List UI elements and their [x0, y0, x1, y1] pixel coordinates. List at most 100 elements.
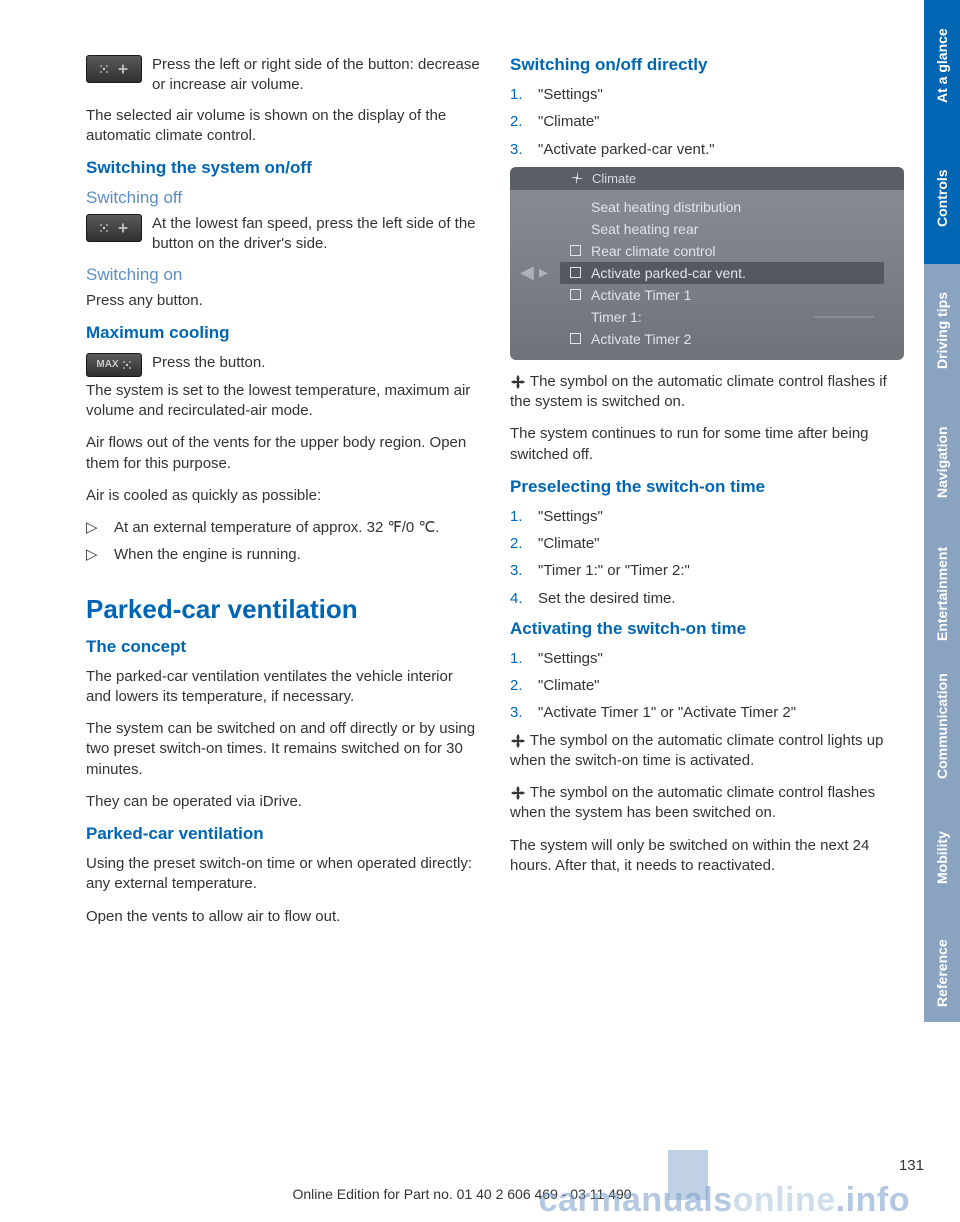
idrive-line: Rear climate control — [560, 240, 884, 262]
step-number: 1. — [510, 507, 538, 527]
tab-mobility[interactable]: Mobility — [924, 792, 960, 924]
fan-display-text: The selected air volume is shown on the … — [86, 106, 480, 147]
watermark: carmanualsonline.info — [539, 1181, 910, 1220]
tab-entertainment[interactable]: Entertainment — [924, 528, 960, 660]
checkbox-icon — [570, 289, 581, 300]
fan-button-icon — [86, 55, 142, 83]
fan-button-text: Press the left or right side of the butt… — [152, 55, 480, 96]
max-cooling-row: MAX Press the button. — [86, 353, 480, 377]
parked-vent-p2: Open the vents to allow air to flow out. — [86, 907, 480, 927]
switching-direct-heading: Switching on/off directly — [510, 55, 904, 75]
idrive-line: Activate Timer 1 — [560, 284, 884, 306]
climate-icon — [570, 171, 584, 185]
step-text: "Activate parked-car vent." — [538, 140, 715, 160]
idrive-screen: Climate Seat heating distribution Seat h… — [510, 167, 904, 360]
activating-heading: Activating the switch-on time — [510, 619, 904, 639]
numbered-step: 1. "Settings" — [510, 85, 904, 105]
concept-heading: The concept — [86, 637, 480, 657]
bullet-item: ▷ At an external temperature of approx. … — [86, 518, 480, 538]
side-tabs: At a glance Controls Driving tips Naviga… — [924, 0, 960, 1222]
max-cooling-p2: The system is set to the lowest temperat… — [86, 381, 480, 422]
numbered-step: 1. "Settings" — [510, 649, 904, 669]
numbered-step: 3. "Activate parked-car vent." — [510, 140, 904, 160]
switching-off-heading: Switching off — [86, 188, 480, 208]
symbol-flash-text: The symbol on the automatic climate cont… — [510, 372, 904, 413]
preselect-heading: Preselecting the switch-on time — [510, 477, 904, 497]
step-text: "Climate" — [538, 676, 600, 696]
tab-controls[interactable]: Controls — [924, 132, 960, 264]
tab-reference[interactable]: Reference — [924, 924, 960, 1022]
tab-at-a-glance[interactable]: At a glance — [924, 0, 960, 132]
step-number: 3. — [510, 561, 538, 581]
step-text: "Climate" — [538, 534, 600, 554]
symbol-flash2-text: The symbol on the automatic climate cont… — [510, 783, 904, 824]
step-number: 2. — [510, 676, 538, 696]
numbered-step: 2. "Climate" — [510, 534, 904, 554]
switching-on-text: Press any button. — [86, 291, 480, 311]
left-column: Press the left or right side of the butt… — [86, 55, 480, 1222]
step-number: 1. — [510, 649, 538, 669]
concept-p1: The parked-car ventilation ventilates th… — [86, 667, 480, 708]
step-text: "Climate" — [538, 112, 600, 132]
idrive-line: Seat heating distribution — [560, 196, 884, 218]
step-text: "Settings" — [538, 85, 603, 105]
switching-on-heading: Switching on — [86, 265, 480, 285]
idrive-header-text: Climate — [592, 171, 636, 186]
numbered-step: 3. "Activate Timer 1" or "Activate Timer… — [510, 703, 904, 723]
idrive-header: Climate — [510, 167, 904, 190]
step-number: 2. — [510, 112, 538, 132]
max-cooling-p3: Air flows out of the vents for the upper… — [86, 433, 480, 474]
numbered-step: 2. "Climate" — [510, 676, 904, 696]
triangle-marker: ▷ — [86, 545, 114, 565]
fan-icon — [510, 785, 526, 801]
fan-icon — [510, 733, 526, 749]
max-cooling-heading: Maximum cooling — [86, 323, 480, 343]
triangle-marker: ▷ — [86, 518, 114, 538]
parked-vent-heading: Parked-car ventilation — [86, 824, 480, 844]
step-number: 3. — [510, 140, 538, 160]
bullet-text: At an external temperature of approx. 32… — [114, 518, 439, 538]
step-text: "Settings" — [538, 649, 603, 669]
bullet-text: When the engine is running. — [114, 545, 301, 565]
bullet-item: ▷ When the engine is running. — [86, 545, 480, 565]
system-24h-text: The system will only be switched on with… — [510, 836, 904, 877]
checkbox-icon — [570, 333, 581, 344]
timer-value-box — [814, 316, 874, 318]
step-number: 3. — [510, 703, 538, 723]
arrow-left-icon: ◀ ▸ — [520, 262, 548, 283]
parked-section-heading: Parked-car ventilation — [86, 594, 480, 625]
idrive-line: Timer 1: — [560, 306, 884, 328]
fan-button-row: Press the left or right side of the butt… — [86, 55, 480, 96]
step-number: 1. — [510, 85, 538, 105]
tab-driving-tips[interactable]: Driving tips — [924, 264, 960, 396]
max-button-icon: MAX — [86, 353, 142, 377]
tab-communication[interactable]: Communication — [924, 660, 960, 792]
fan-icon — [510, 374, 526, 390]
tab-navigation[interactable]: Navigation — [924, 396, 960, 528]
max-cooling-p4: Air is cooled as quickly as possible: — [86, 486, 480, 506]
right-column: Switching on/off directly 1. "Settings" … — [510, 55, 904, 1222]
checkbox-icon — [570, 245, 581, 256]
symbol-lights-text: The symbol on the automatic climate cont… — [510, 731, 904, 772]
idrive-line: Seat heating rear — [560, 218, 884, 240]
checkbox-icon — [570, 267, 581, 278]
fan-button-icon — [86, 214, 142, 242]
step-text: "Activate Timer 1" or "Activate Timer 2" — [538, 703, 796, 723]
step-text: "Timer 1:" or "Timer 2:" — [538, 561, 690, 581]
step-number: 2. — [510, 534, 538, 554]
system-continues-text: The system continues to run for some tim… — [510, 424, 904, 465]
page-number: 131 — [0, 1157, 924, 1174]
numbered-step: 3. "Timer 1:" or "Timer 2:" — [510, 561, 904, 581]
concept-p3: They can be operated via iDrive. — [86, 792, 480, 812]
numbered-step: 1. "Settings" — [510, 507, 904, 527]
max-label: MAX — [96, 359, 118, 370]
switching-system-heading: Switching the system on/off — [86, 158, 480, 178]
step-number: 4. — [510, 589, 538, 609]
max-cooling-p1: Press the button. — [152, 353, 480, 373]
parked-vent-p1: Using the preset switch-on time or when … — [86, 854, 480, 895]
switching-off-text: At the lowest fan speed, press the left … — [152, 214, 480, 255]
numbered-step: 2. "Climate" — [510, 112, 904, 132]
idrive-line: Activate Timer 2 — [560, 328, 884, 350]
numbered-step: 4. Set the desired time. — [510, 589, 904, 609]
switching-off-row: At the lowest fan speed, press the left … — [86, 214, 480, 255]
